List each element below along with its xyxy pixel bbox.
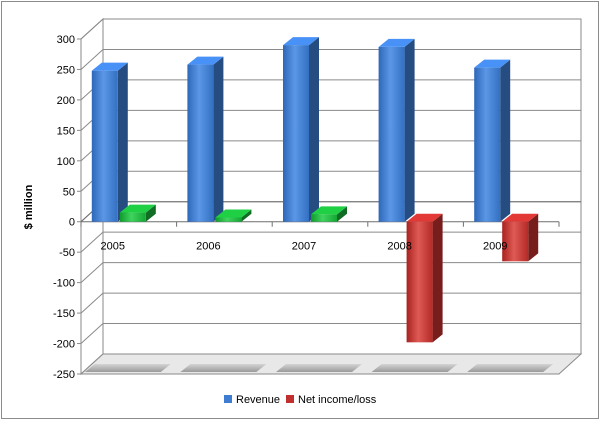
y-tick-label: 200 (57, 95, 75, 107)
net-income-bar (406, 213, 443, 343)
net-income-bar-top (215, 209, 252, 218)
net-income-bar-side (432, 213, 443, 343)
net-income-bar-side (145, 204, 156, 222)
y-tick-label: 300 (57, 34, 75, 46)
y-tick-label: -200 (53, 339, 75, 351)
revenue-bar-front (187, 64, 214, 222)
revenue-bar-side (213, 56, 224, 222)
y-tick-label: 150 (57, 125, 75, 137)
net-income-bar-top (119, 204, 156, 213)
legend-swatch (286, 395, 294, 403)
floor-shadow (276, 364, 362, 372)
gridline (80, 18, 581, 40)
legend-swatch (224, 395, 232, 403)
y-tick-label: 50 (63, 186, 75, 198)
revenue-bar (283, 37, 319, 222)
legend-label: Revenue (236, 394, 280, 406)
revenue-bar-front (91, 70, 118, 222)
legend: Revenue Net income/loss (224, 394, 377, 406)
revenue-bar-top (187, 56, 224, 65)
revenue-bar-top (91, 62, 128, 71)
revenue-bar-side (117, 62, 128, 222)
x-tick-label: 2006 (196, 241, 220, 253)
revenue-bar-side (500, 59, 511, 222)
net-income-bar (215, 209, 252, 222)
net-income-bar-front (311, 214, 337, 222)
revenue-bar (91, 62, 128, 222)
y-tick-label: 100 (57, 156, 75, 168)
x-tick-label: 2007 (292, 241, 316, 253)
net-income-bar-front (406, 221, 433, 343)
x-tick-label: 2008 (387, 241, 411, 253)
revenue-bar-top (474, 59, 511, 68)
net-income-bar-side (241, 209, 252, 222)
chart-floor (79, 201, 583, 375)
x-tick-label: 2005 (101, 241, 125, 253)
y-tick-label: -50 (59, 247, 75, 259)
net-income-bar-top (406, 213, 443, 222)
x-tick-label: 2009 (483, 241, 507, 253)
y-tick-label: 250 (57, 64, 75, 76)
revenue-bar-top (283, 37, 319, 46)
revenue-bar-front (283, 45, 309, 222)
y-tick-label: -150 (53, 308, 75, 320)
net-income-bar-front (502, 221, 529, 262)
net-income-bar (502, 213, 539, 262)
net-income-bar-front (119, 212, 146, 222)
revenue-bar-side (404, 38, 415, 222)
revenue-bar (378, 38, 415, 222)
x-axis-ticks: 2005 2006 2007 2008 2009 (80, 221, 560, 253)
net-income-bar-front (215, 217, 242, 222)
y-tick-label: 0 (69, 217, 75, 229)
bars (91, 37, 539, 343)
revenue-bar-top (378, 38, 415, 47)
y-tick-label: -100 (53, 278, 75, 290)
revenue-bar-side (309, 37, 319, 222)
y-tick-label: -250 (53, 369, 75, 381)
revenue-bar-front (378, 46, 405, 222)
net-income-bar-top (311, 206, 347, 215)
gridline (80, 48, 581, 70)
net-income-bar (119, 204, 156, 222)
net-income-bar-top (502, 213, 539, 222)
y-axis-ticks: 300 250 200 150 100 50 0 -50 -100 -150 -200 -250 (53, 34, 75, 381)
y-axis-label: $ million (23, 184, 35, 229)
net-income-bar-side (337, 206, 347, 222)
net-income-bar (311, 206, 347, 222)
floor-shadow (180, 364, 267, 372)
legend-label: Net income/loss (298, 394, 377, 406)
floor-shadow (467, 364, 554, 372)
floor-shadow (371, 364, 458, 372)
net-income-bar-side (528, 213, 539, 262)
revenue-bar (474, 59, 511, 222)
revenue-bar (187, 56, 224, 222)
floor-shadow (84, 364, 171, 372)
revenue-bar-front (474, 67, 501, 222)
